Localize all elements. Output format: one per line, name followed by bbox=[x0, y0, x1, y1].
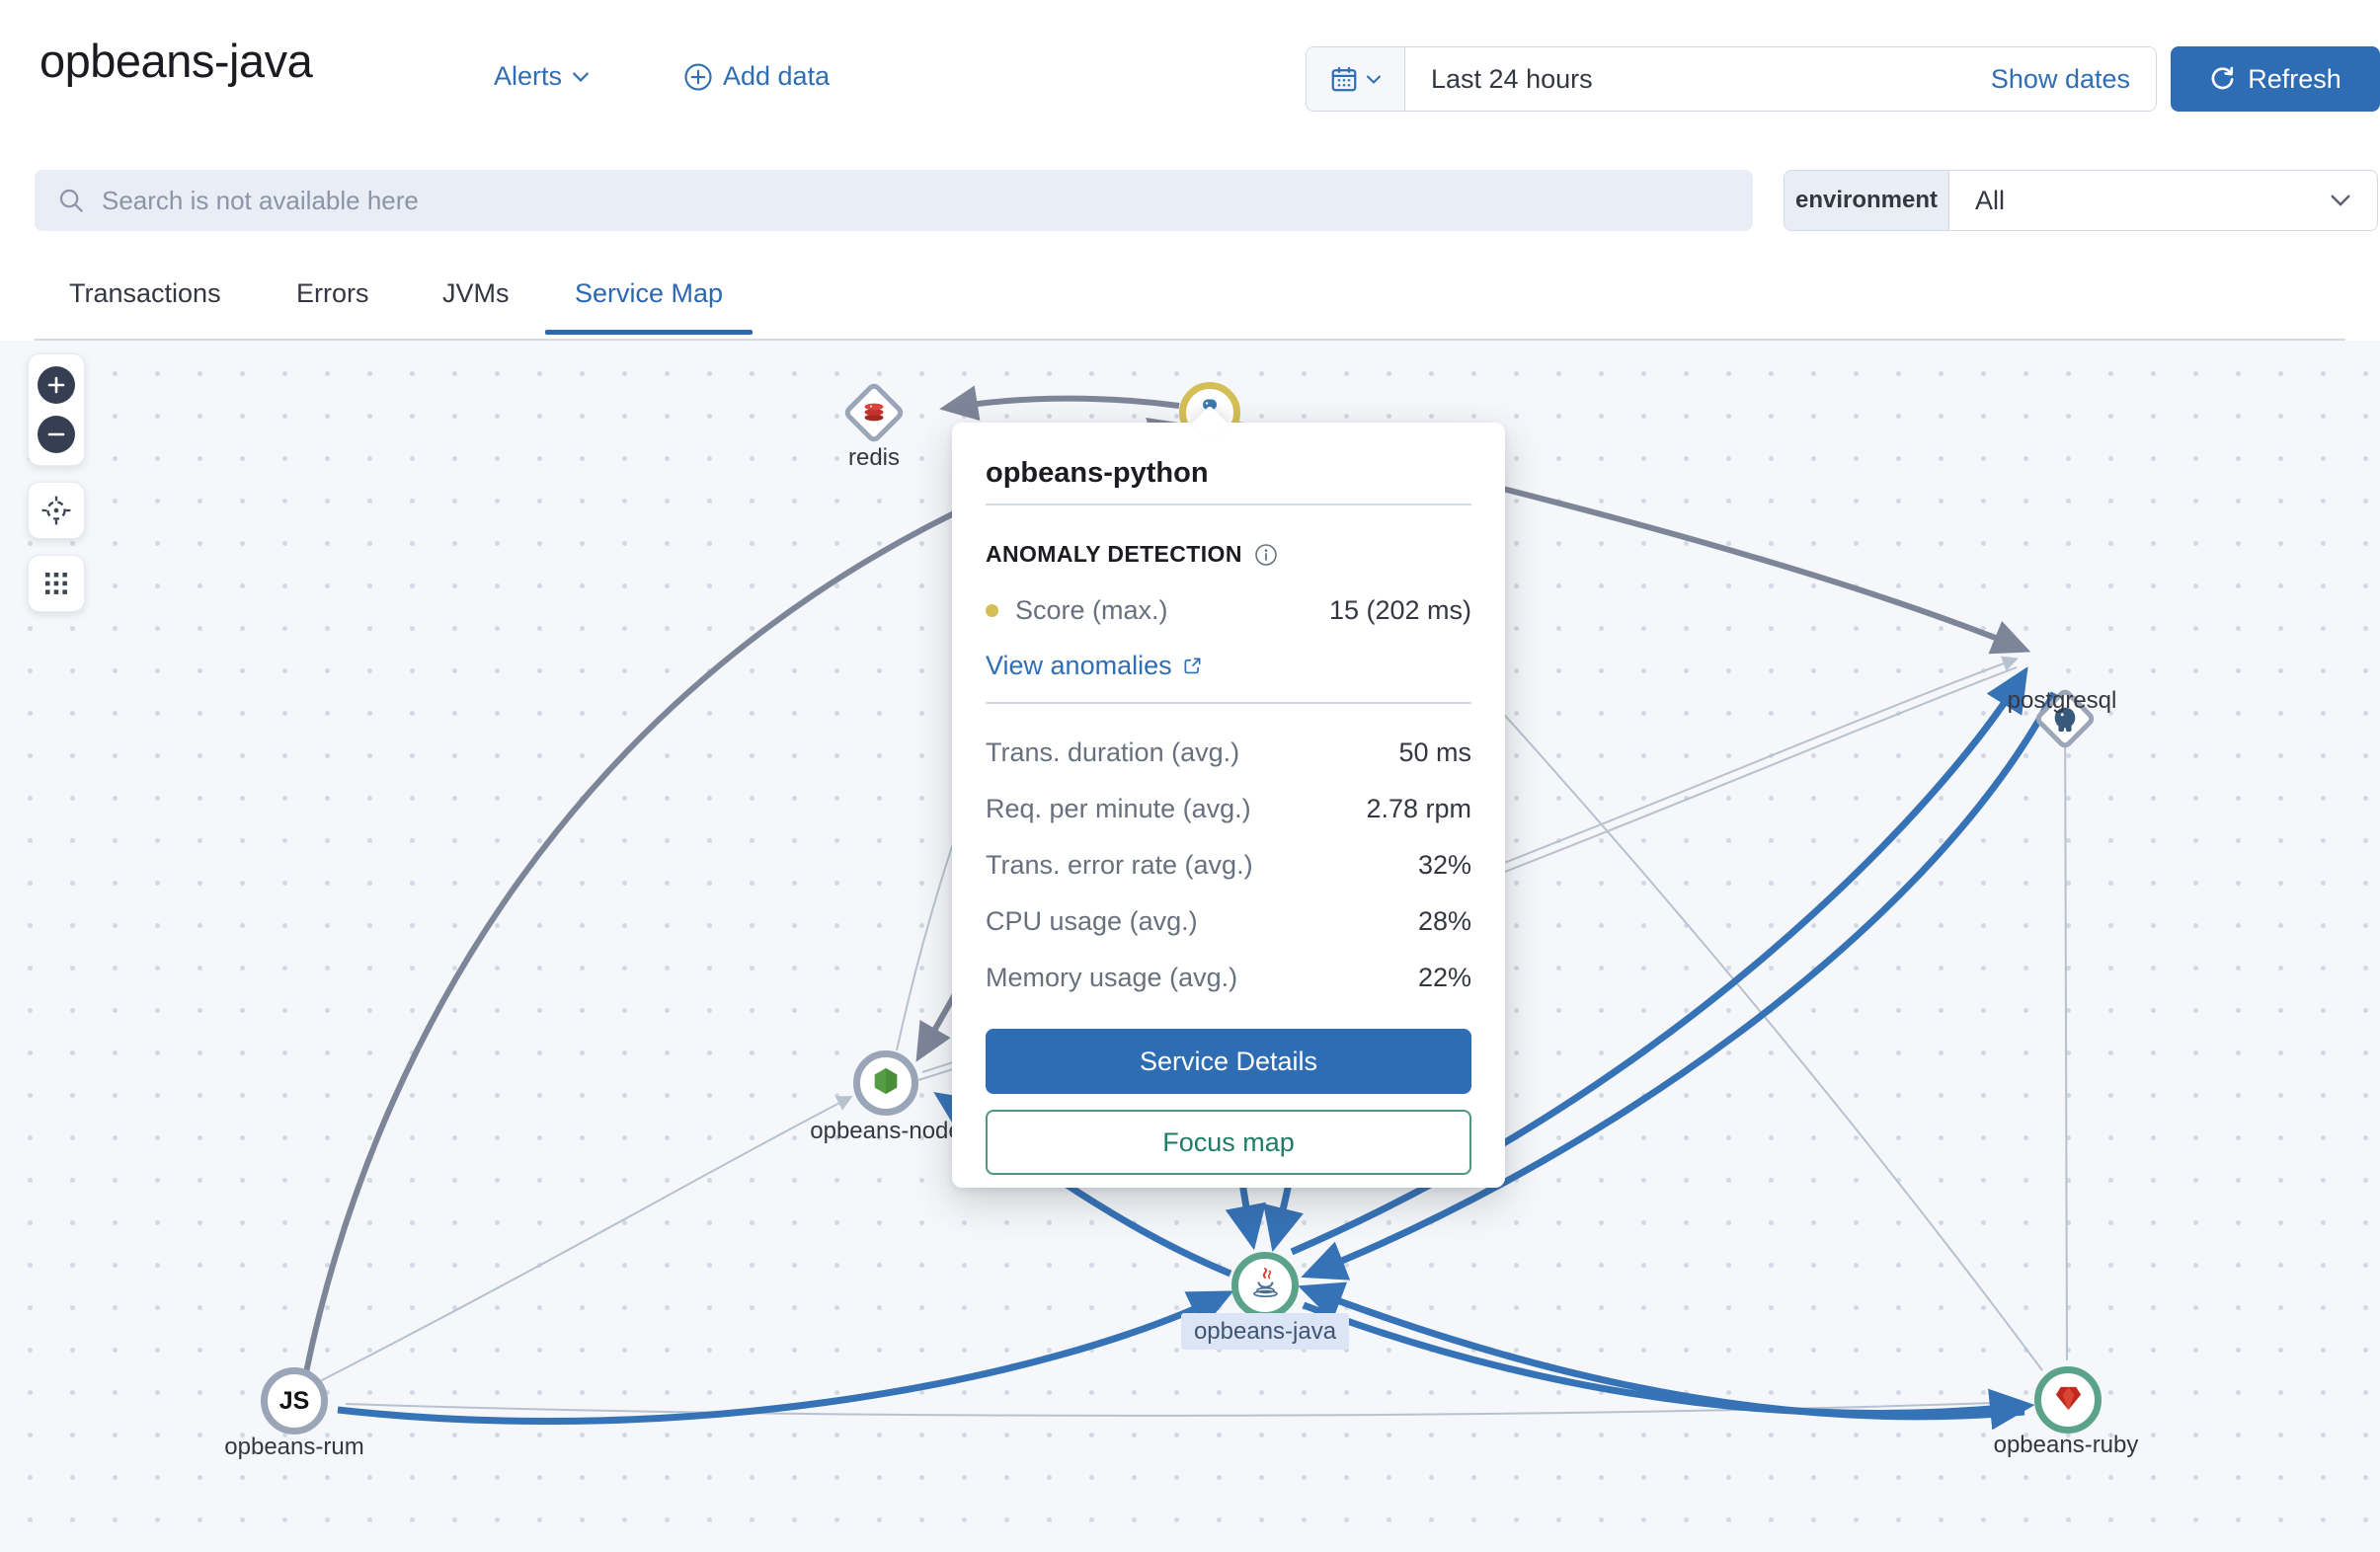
search-input[interactable] bbox=[102, 185, 1731, 216]
stat-value: 2.78 rpm bbox=[1366, 793, 1471, 823]
show-dates-button[interactable]: Show dates bbox=[1990, 63, 2130, 94]
node-opbeans-ruby[interactable] bbox=[2034, 1366, 2102, 1434]
stat-row-req-per-minute: Req. per minute (avg.) 2.78 rpm bbox=[986, 792, 1471, 825]
add-data-button[interactable]: Add data bbox=[683, 61, 830, 92]
tab-service-map[interactable]: Service Map bbox=[544, 278, 754, 335]
zoom-out-button[interactable] bbox=[38, 416, 75, 453]
minus-icon bbox=[47, 432, 65, 436]
refresh-label: Refresh bbox=[2248, 63, 2341, 94]
node-opbeans-rum[interactable]: JS bbox=[261, 1367, 328, 1435]
anomaly-detection-header: ANOMALY DETECTION bbox=[986, 541, 1471, 568]
node-redis[interactable] bbox=[841, 380, 907, 445]
tab-jvms[interactable]: JVMs bbox=[442, 278, 510, 308]
view-anomalies-label: View anomalies bbox=[986, 650, 1172, 680]
external-link-icon bbox=[1184, 658, 1201, 673]
date-picker-calendar-button[interactable] bbox=[1307, 47, 1405, 111]
chevron-down-icon bbox=[1367, 75, 1381, 84]
redis-icon bbox=[842, 381, 906, 444]
nodejs-icon bbox=[870, 1065, 902, 1102]
stat-row-cpu-usage: CPU usage (avg.) 28% bbox=[986, 904, 1471, 938]
anomaly-score-row: Score (max.) 15 (202 ms) bbox=[986, 593, 1471, 627]
node-label-redis: redis bbox=[847, 444, 901, 471]
map-zoom-controls bbox=[28, 353, 85, 466]
view-anomalies-link[interactable]: View anomalies bbox=[986, 649, 1471, 682]
environment-select[interactable]: All bbox=[1949, 171, 2377, 230]
divider bbox=[986, 504, 1471, 505]
stat-row-trans-duration: Trans. duration (avg.) 50 ms bbox=[986, 736, 1471, 769]
chevron-down-icon bbox=[573, 72, 589, 82]
stat-label: Trans. error rate (avg.) bbox=[986, 849, 1253, 880]
stat-label: CPU usage (avg.) bbox=[986, 905, 1198, 936]
search-bar bbox=[35, 170, 1753, 231]
node-label-opbeans-ruby: opbeans-ruby bbox=[1993, 1432, 2139, 1458]
environment-selected-value: All bbox=[1975, 185, 2006, 215]
plus-icon bbox=[47, 376, 65, 394]
refresh-icon bbox=[2211, 66, 2234, 89]
score-value: 15 (202 ms) bbox=[1328, 594, 1471, 625]
environment-filter-label: environment bbox=[1785, 171, 1949, 230]
anomaly-severity-dot bbox=[986, 603, 998, 617]
stat-label: Memory usage (avg.) bbox=[986, 962, 1238, 992]
crosshair-icon bbox=[41, 496, 71, 525]
java-icon bbox=[1249, 1267, 1282, 1304]
ruby-icon bbox=[2052, 1381, 2085, 1419]
map-layout-grid-button[interactable] bbox=[28, 555, 85, 612]
stat-label: Req. per minute (avg.) bbox=[986, 793, 1251, 823]
node-label-opbeans-node: opbeans-node bbox=[810, 1118, 962, 1144]
calendar-icon bbox=[1331, 67, 1357, 92]
page-title: opbeans-java bbox=[40, 35, 313, 87]
map-center-button[interactable] bbox=[28, 482, 85, 539]
node-label-opbeans-java[interactable]: opbeans-java bbox=[1181, 1313, 1349, 1350]
stat-value: 50 ms bbox=[1398, 737, 1471, 767]
alerts-menu-button[interactable]: Alerts bbox=[494, 61, 590, 92]
tab-transactions[interactable]: Transactions bbox=[69, 278, 221, 308]
node-label-postgresql: postgresql bbox=[2007, 687, 2117, 714]
grid-dots-icon bbox=[45, 573, 67, 594]
stat-value: 32% bbox=[1417, 849, 1471, 880]
stat-label: Trans. duration (avg.) bbox=[986, 737, 1240, 767]
stat-row-trans-error-rate: Trans. error rate (avg.) 32% bbox=[986, 848, 1471, 882]
environment-filter: environment All bbox=[1784, 170, 2378, 231]
focus-map-button[interactable]: Focus map bbox=[986, 1110, 1471, 1175]
time-range-button[interactable]: Last 24 hours bbox=[1431, 63, 1593, 94]
stat-row-memory-usage: Memory usage (avg.) 22% bbox=[986, 961, 1471, 994]
node-label-opbeans-rum: opbeans-rum bbox=[224, 1434, 364, 1460]
node-opbeans-node[interactable] bbox=[853, 1050, 918, 1116]
js-icon: JS bbox=[278, 1386, 310, 1415]
service-details-button[interactable]: Service Details bbox=[986, 1029, 1471, 1094]
anomaly-detection-title: ANOMALY DETECTION bbox=[986, 541, 1242, 567]
divider bbox=[986, 702, 1471, 704]
page-header: opbeans-java Alerts Add data bbox=[0, 0, 2380, 158]
refresh-button[interactable]: Refresh bbox=[2171, 46, 2380, 112]
search-icon bbox=[59, 189, 83, 212]
stat-value: 28% bbox=[1417, 905, 1471, 936]
stat-value: 22% bbox=[1417, 962, 1471, 992]
zoom-in-button[interactable] bbox=[38, 366, 75, 404]
node-opbeans-java[interactable] bbox=[1231, 1252, 1299, 1319]
info-icon[interactable] bbox=[1254, 543, 1278, 567]
tab-errors[interactable]: Errors bbox=[296, 278, 369, 308]
service-popup: opbeans-python ANOMALY DETECTION Score (… bbox=[952, 405, 1505, 1188]
chevron-down-icon bbox=[2331, 194, 2350, 206]
alerts-label: Alerts bbox=[494, 61, 563, 91]
tab-bar-divider bbox=[35, 339, 2345, 341]
popup-service-title: opbeans-python bbox=[986, 457, 1209, 489]
plus-circle-icon bbox=[684, 62, 712, 91]
tab-bar: Transactions Errors JVMs Service Map bbox=[0, 265, 2380, 341]
add-data-label: Add data bbox=[723, 61, 831, 91]
date-picker: Last 24 hours Show dates bbox=[1306, 46, 2157, 112]
score-label: Score (max.) bbox=[1015, 594, 1168, 625]
